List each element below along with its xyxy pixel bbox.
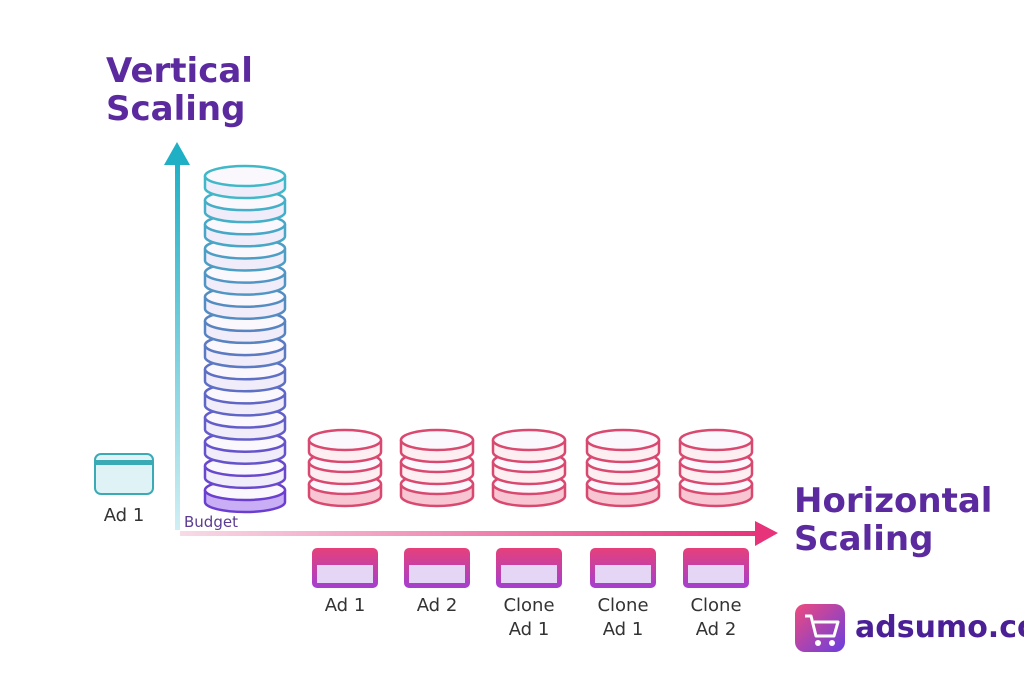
- ad-label-line1: Ad 2: [416, 595, 458, 616]
- budget-stack: [585, 428, 661, 508]
- ad-label-line1: Ad 1: [324, 595, 366, 616]
- brand-name: adsumo.co: [855, 610, 1024, 645]
- ad-card: [312, 548, 378, 588]
- vertical-axis-arrow: [164, 142, 190, 530]
- horizontal-budget-stacks: [307, 428, 754, 508]
- title-line: Scaling: [106, 89, 246, 129]
- vertical-budget-stack: [203, 164, 287, 514]
- ad-label-line2: Ad 1: [508, 619, 550, 640]
- title-line: Horizontal: [794, 481, 993, 521]
- budget-stack: [678, 428, 754, 508]
- horizontal-axis-arrow: [180, 521, 778, 546]
- ad-label-line1: Clone: [597, 595, 649, 616]
- ad-label: Clone Ad 2: [671, 594, 761, 642]
- ad-card: [404, 548, 470, 588]
- ad-card: [590, 548, 656, 588]
- ad-label: Clone Ad 1: [578, 594, 668, 642]
- budget-disc: [678, 428, 754, 464]
- ad-label: Ad 1: [300, 594, 390, 618]
- left-ad-label: Ad 1: [103, 505, 145, 526]
- shopping-cart-icon: [795, 604, 845, 652]
- title-line: Vertical: [106, 51, 253, 91]
- ad-card: [683, 548, 749, 588]
- budget-disc: [307, 428, 383, 464]
- ad-label-line1: Clone: [503, 595, 555, 616]
- budget-stack: [307, 428, 383, 508]
- ad-label-line1: Clone: [690, 595, 742, 616]
- title-line: Scaling: [794, 519, 934, 559]
- vertical-scaling-title: Vertical Scaling: [106, 52, 253, 128]
- budget-stack: [399, 428, 475, 508]
- budget-disc: [203, 164, 287, 200]
- ad-card: [496, 548, 562, 588]
- budget-stack: [491, 428, 567, 508]
- ad-cards: [312, 548, 749, 588]
- ad-label: Clone Ad 1: [484, 594, 574, 642]
- budget-disc: [585, 428, 661, 464]
- budget-disc: [399, 428, 475, 464]
- left-ad-card: [94, 453, 154, 495]
- ad-label-line2: Ad 1: [602, 619, 644, 640]
- ad-label: Ad 2: [392, 594, 482, 618]
- budget-disc: [491, 428, 567, 464]
- horizontal-scaling-title: Horizontal Scaling: [794, 482, 992, 558]
- budget-label: Budget: [184, 513, 238, 531]
- ad-label-line2: Ad 2: [695, 619, 737, 640]
